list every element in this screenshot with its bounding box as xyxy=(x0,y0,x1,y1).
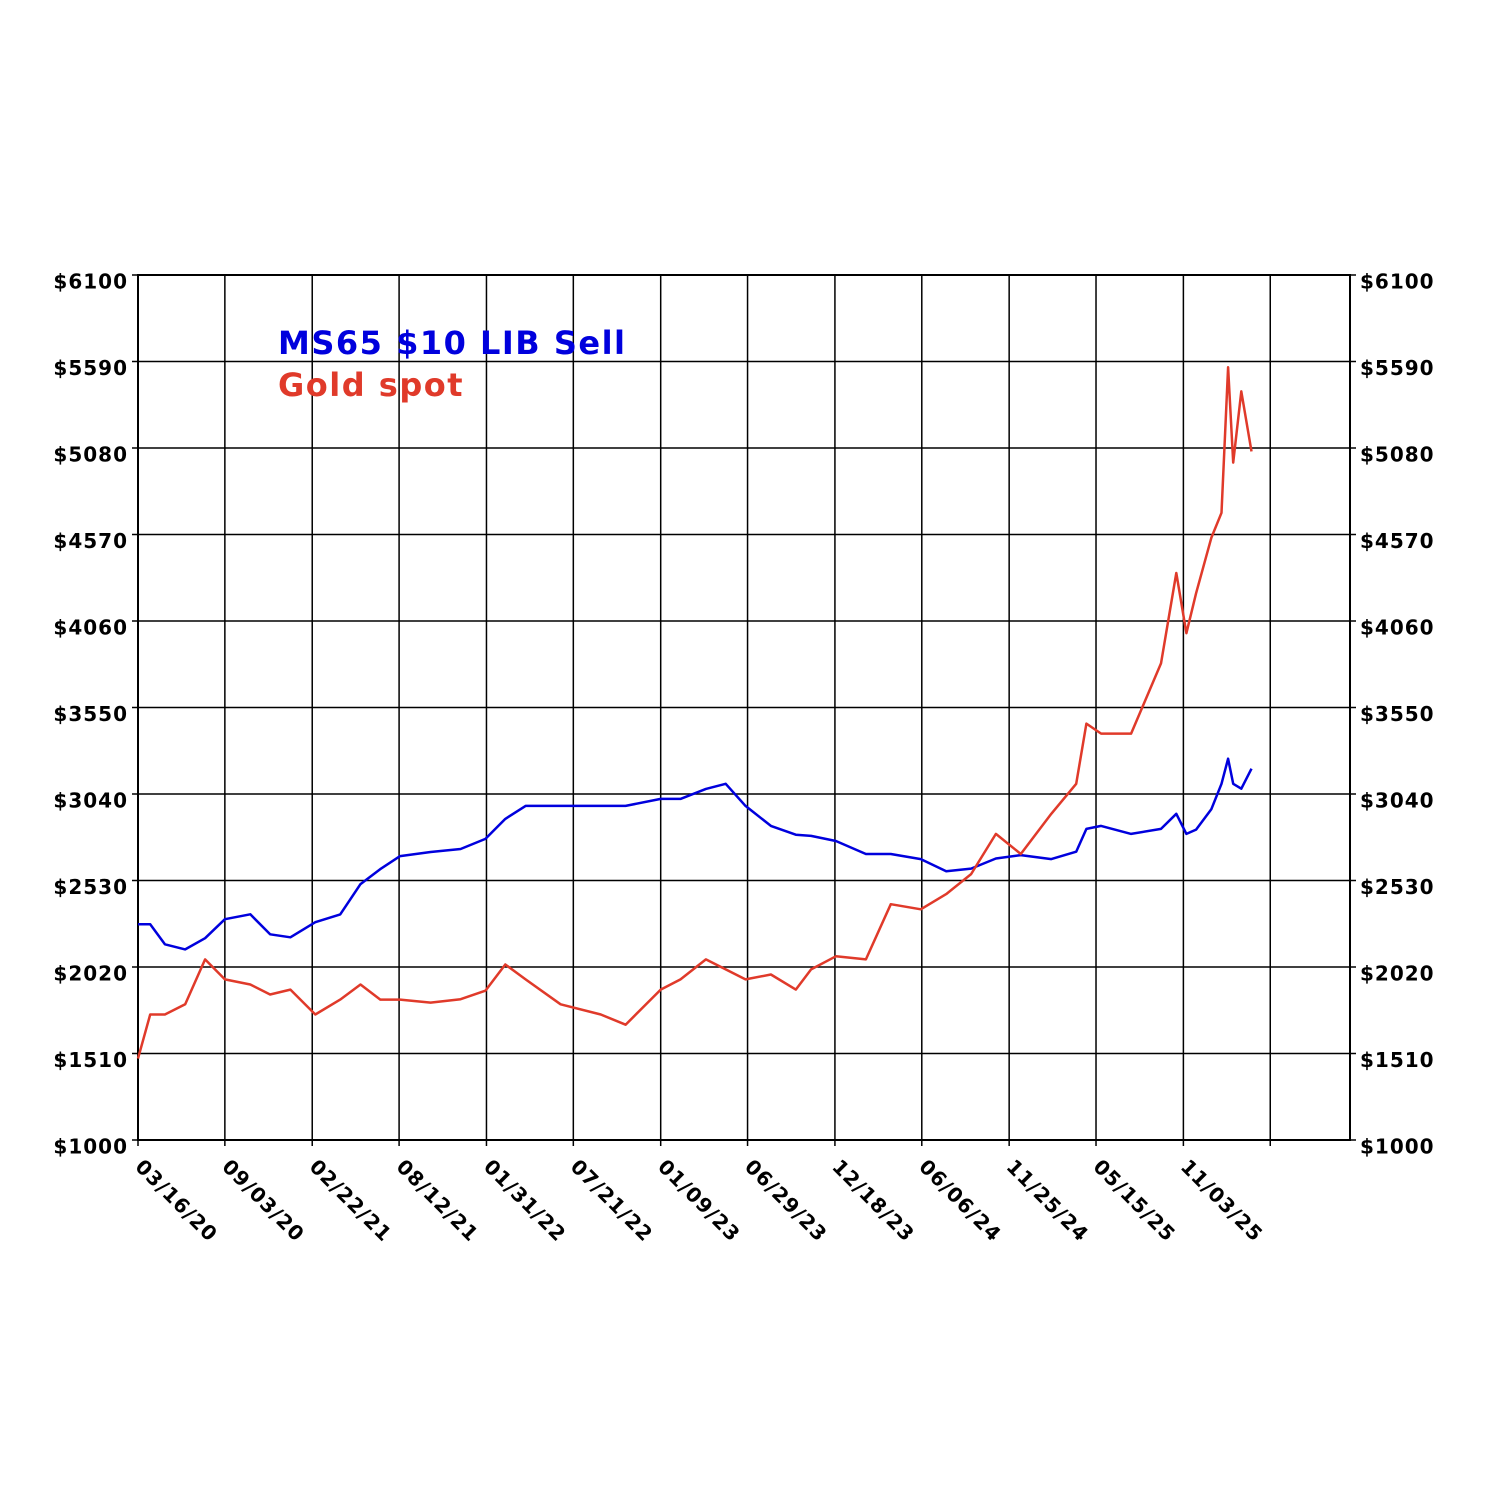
y2-tick-label: $1510 xyxy=(1360,1048,1435,1072)
x-tick-label: 08/12/21 xyxy=(392,1154,484,1246)
y2-tick-label: $2020 xyxy=(1360,962,1435,986)
x-tick-label: 05/15/25 xyxy=(1089,1154,1181,1246)
legend-entry: MS65 $10 LIB Sell xyxy=(278,324,627,362)
x-tick-label: 09/03/20 xyxy=(217,1154,309,1246)
x-tick-label: 06/29/23 xyxy=(740,1154,832,1246)
x-tick-label: 12/18/23 xyxy=(828,1154,920,1246)
series-line xyxy=(138,757,1253,951)
y-tick-label: $3550 xyxy=(53,702,128,726)
y2-tick-label: $5590 xyxy=(1360,356,1435,380)
y2-tick-label: $4060 xyxy=(1360,616,1435,640)
x-tick-label: 01/31/22 xyxy=(479,1154,571,1246)
y-tick-label: $6100 xyxy=(53,270,128,294)
y2-tick-label: $6100 xyxy=(1360,270,1435,294)
x-tick-label: 01/09/23 xyxy=(653,1154,745,1246)
legend-entry: Gold spot xyxy=(278,366,464,404)
x-tick-label: 07/21/22 xyxy=(566,1154,658,1246)
x-tick-label: 03/16/20 xyxy=(131,1154,223,1246)
y2-tick-label: $3040 xyxy=(1360,789,1435,813)
x-tick-label: 02/22/21 xyxy=(305,1154,397,1246)
y-tick-label: $5080 xyxy=(53,443,128,467)
y-tick-label: $4570 xyxy=(53,529,128,553)
x-tick-label: 06/06/24 xyxy=(914,1154,1006,1246)
y2-tick-label: $1000 xyxy=(1360,1135,1435,1159)
y-tick-label: $3040 xyxy=(53,789,128,813)
y2-tick-label: $3550 xyxy=(1360,702,1435,726)
y-tick-label: $4060 xyxy=(53,616,128,640)
y-tick-label: $1510 xyxy=(53,1048,128,1072)
y-tick-label: $2020 xyxy=(53,962,128,986)
y2-tick-label: $2530 xyxy=(1360,875,1435,899)
y-tick-label: $1000 xyxy=(53,1135,128,1159)
y-tick-label: $2530 xyxy=(53,875,128,899)
series-line xyxy=(136,366,1253,1059)
x-tick-label: 11/03/25 xyxy=(1176,1154,1268,1246)
y2-tick-label: $4570 xyxy=(1360,529,1435,553)
y2-tick-label: $5080 xyxy=(1360,443,1435,467)
y-tick-label: $5590 xyxy=(53,356,128,380)
x-tick-label: 11/25/24 xyxy=(1002,1154,1094,1246)
